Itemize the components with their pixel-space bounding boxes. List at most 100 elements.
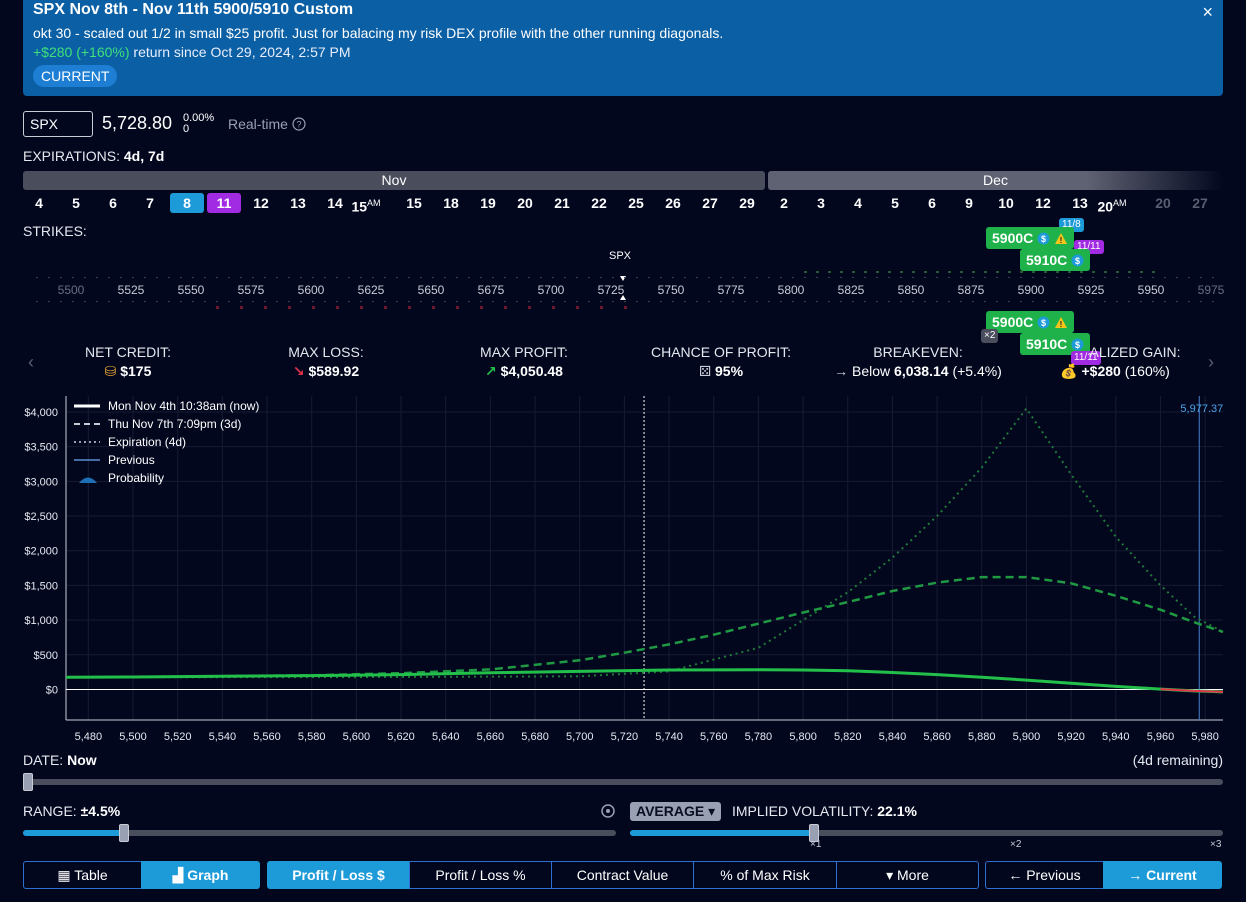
tab-profit-loss-pct[interactable]: Profit / Loss % [409, 861, 552, 889]
strike-label[interactable]: 5825 [837, 283, 865, 297]
expiration-day[interactable]: 8 [170, 193, 204, 213]
strike-tick [60, 277, 62, 278]
x-tick-label: 5,780 [745, 731, 773, 743]
reset-icon[interactable] [600, 803, 616, 819]
strike-label[interactable]: 5775 [717, 283, 745, 297]
expiration-day[interactable]: 7 [146, 195, 154, 211]
strike-tick [648, 277, 650, 278]
expiration-day[interactable]: 25 [628, 195, 644, 211]
profit-loss-chart[interactable]: $4,000 $3,500 $3,000 $2,500 $2,000 $1,500 $1,0… [0, 396, 1246, 748]
date-slider-thumb[interactable] [23, 773, 33, 791]
expiration-day[interactable]: 29 [739, 195, 755, 211]
x-tick-label: 5,880 [968, 731, 996, 743]
strike-label[interactable]: 5850 [897, 283, 925, 297]
date-slider-track[interactable] [23, 779, 1223, 785]
leg-tag-5910c-top[interactable]: 5910C $ [1020, 249, 1091, 271]
expiration-day[interactable]: 27 [702, 195, 718, 211]
iv-slider-thumb[interactable] [808, 824, 819, 842]
volume-tick [876, 271, 879, 273]
strike-tick [756, 301, 758, 302]
expiration-day[interactable]: 5 [72, 195, 80, 211]
iv-mark-3: ×3 [1210, 839, 1222, 850]
leg-tag-5910c-bottom[interactable]: 5910C $ [1020, 333, 1091, 355]
current-button[interactable]: → Current [1103, 861, 1222, 889]
expiration-day[interactable]: 20AM [1097, 198, 1127, 215]
expiration-day[interactable]: 19 [480, 195, 496, 211]
volume-tick [504, 306, 507, 309]
expiration-day[interactable]: 6 [928, 195, 936, 211]
strike-label[interactable]: 5550 [177, 283, 205, 297]
strike-label[interactable]: 5625 [357, 283, 385, 297]
strike-tick [864, 277, 866, 278]
previous-button[interactable]: ← Previous [985, 861, 1104, 889]
expiration-day[interactable]: 26 [665, 195, 681, 211]
symbol-input[interactable] [23, 111, 93, 137]
expiration-day[interactable]: 10 [998, 195, 1014, 211]
strike-label[interactable]: 5725 [597, 283, 625, 297]
more-button[interactable]: ▾ More [836, 861, 979, 889]
expiration-day[interactable]: 11 [207, 193, 241, 213]
expiration-day[interactable]: 2 [780, 195, 788, 211]
expiration-day[interactable]: 9 [965, 195, 973, 211]
expiration-day[interactable]: 20 [1155, 195, 1171, 211]
strike-label[interactable]: 5500 [57, 283, 85, 297]
strike-tick [96, 277, 98, 278]
expiration-day[interactable]: 4 [854, 195, 862, 211]
strike-tick [420, 277, 422, 278]
expiration-day[interactable]: 14 [327, 195, 343, 211]
table-view-button[interactable]: ▦ Table [23, 861, 142, 889]
expiration-day[interactable]: 3 [817, 195, 825, 211]
strike-label[interactable]: 5925 [1077, 283, 1105, 297]
expiration-day[interactable]: 20 [517, 195, 533, 211]
range-slider-thumb[interactable] [118, 824, 129, 842]
iv-slider-track[interactable] [630, 830, 1223, 836]
strike-tick [180, 277, 182, 278]
strike-label[interactable]: 5875 [957, 283, 985, 297]
iv-mode-select[interactable]: AVERAGE ▾ [630, 802, 722, 821]
leg-tag-5900c-top[interactable]: 5900C $ ! [986, 227, 1075, 249]
expiration-day[interactable]: 12 [253, 195, 269, 211]
expiration-day[interactable]: 27 [1192, 195, 1208, 211]
strike-label[interactable]: 5600 [297, 283, 325, 297]
chevron-left-icon[interactable]: ‹ [28, 352, 34, 372]
volume-tick [984, 271, 987, 273]
tab-max-risk[interactable]: % of Max Risk [693, 861, 837, 889]
strike-label[interactable]: 5525 [117, 283, 145, 297]
expiration-day[interactable]: 13 [290, 195, 306, 211]
strike-label[interactable]: 5675 [477, 283, 505, 297]
strike-label[interactable]: 5575 [237, 283, 265, 297]
graph-view-button[interactable]: ▟ Graph [141, 861, 260, 889]
realtime-label[interactable]: Real-time ? [228, 116, 306, 132]
help-icon: ? [292, 117, 306, 131]
strike-label[interactable]: 5975 [1197, 283, 1225, 297]
range-slider-track[interactable] [23, 830, 616, 836]
close-icon[interactable]: × [1202, 2, 1213, 22]
expiration-day[interactable]: 5 [891, 195, 899, 211]
expiration-day[interactable]: 22 [591, 195, 607, 211]
strike-tick [564, 277, 566, 278]
strike-tick [648, 301, 650, 302]
expiration-day[interactable]: 4 [35, 195, 43, 211]
strike-tick [1140, 301, 1142, 302]
tab-contract-value[interactable]: Contract Value [551, 861, 694, 889]
expiration-day[interactable]: 15AM [351, 198, 381, 215]
strike-label[interactable]: 5750 [657, 283, 685, 297]
strike-label[interactable]: 5900 [1017, 283, 1045, 297]
tab-profit-loss-dollar[interactable]: Profit / Loss $ [267, 861, 410, 889]
expiration-day[interactable]: 13 [1072, 195, 1088, 211]
strike-label[interactable]: 5650 [417, 283, 445, 297]
stat-label: NET CREDIT: [84, 344, 172, 360]
expiration-day[interactable]: 6 [109, 195, 117, 211]
x-tick-label: 5,840 [879, 731, 907, 743]
strike-tick [720, 301, 722, 302]
volume-tick [1140, 271, 1143, 273]
expiration-day[interactable]: 21 [554, 195, 570, 211]
expiration-day[interactable]: 12 [1035, 195, 1051, 211]
leg-tag-5900c-bottom[interactable]: 5900C $ ! [986, 311, 1075, 333]
strike-label[interactable]: 5800 [777, 283, 805, 297]
strike-label[interactable]: 5700 [537, 283, 565, 297]
expiration-day[interactable]: 15 [406, 195, 422, 211]
chevron-right-icon[interactable]: › [1208, 352, 1214, 372]
expiration-day[interactable]: 18 [443, 195, 459, 211]
strike-label[interactable]: 5950 [1137, 283, 1165, 297]
